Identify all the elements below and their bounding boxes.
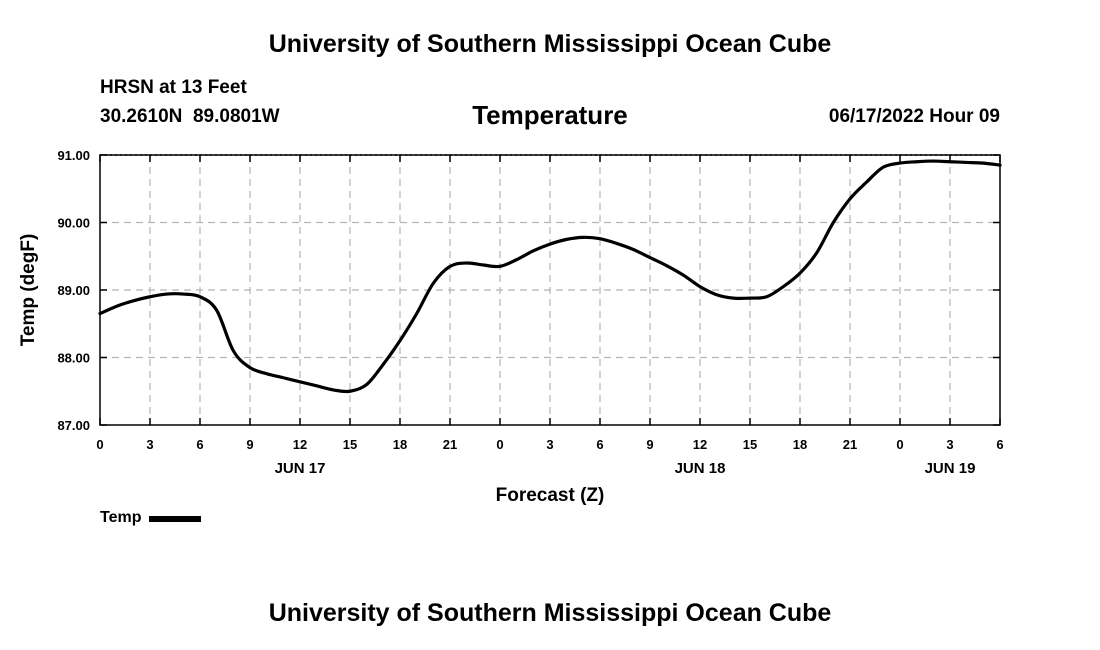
x-tick-label: 0 xyxy=(896,437,903,452)
date-label: JUN 18 xyxy=(675,460,726,477)
grid xyxy=(100,154,1000,425)
chart-title: Temperature xyxy=(472,100,628,130)
footer-title: University of Southern Mississippi Ocean… xyxy=(268,599,832,627)
x-tick-label: 21 xyxy=(443,437,457,452)
x-tick-label: 3 xyxy=(146,437,153,452)
x-tick-label: 3 xyxy=(946,437,953,452)
date-label: JUN 17 xyxy=(275,460,326,477)
x-tick-label: 0 xyxy=(96,437,103,452)
x-tick-label: 0 xyxy=(496,437,503,452)
main-title: University of Southern Mississippi Ocean… xyxy=(268,30,832,58)
forecast-time: 06/17/2022 Hour 09 xyxy=(828,106,1000,127)
x-tick-label: 15 xyxy=(343,437,357,452)
y-tick-label: 88.00 xyxy=(57,351,90,366)
legend-label: Temp xyxy=(100,509,142,526)
y-tick-label: 87.00 xyxy=(57,418,90,433)
y-tick-label: 91.00 xyxy=(57,148,90,163)
x-tick-label: 9 xyxy=(246,437,253,452)
y-axis-title: Temp (degF) xyxy=(18,234,39,347)
station-coordinates: 30.2610N 89.0801W xyxy=(100,106,280,127)
axis-labels: 0 3 6 9 12 15 18 21 0 3 6 9 12 15 18 21 0 3 6 87.00 88.00 89.… xyxy=(57,148,1003,477)
x-tick-label: 3 xyxy=(546,437,553,452)
y-tick-label: 90.00 xyxy=(57,216,90,231)
x-tick-label: 12 xyxy=(293,437,307,452)
x-tick-label: 6 xyxy=(996,437,1003,452)
x-axis-title: Forecast (Z) xyxy=(496,485,605,506)
temp-series-line xyxy=(98,159,1002,394)
axis-ticks xyxy=(99,154,1001,426)
x-tick-label: 9 xyxy=(646,437,653,452)
x-tick-label: 21 xyxy=(843,437,857,452)
station-name: HRSN at 13 Feet xyxy=(100,77,247,98)
x-tick-label: 15 xyxy=(743,437,757,452)
x-tick-label: 6 xyxy=(596,437,603,452)
x-tick-label: 18 xyxy=(793,437,807,452)
x-tick-label: 12 xyxy=(693,437,707,452)
x-tick-label: 18 xyxy=(393,437,407,452)
x-tick-label: 6 xyxy=(196,437,203,452)
legend: Temp xyxy=(100,509,202,527)
legend-swatch xyxy=(149,516,202,522)
y-tick-label: 89.00 xyxy=(57,283,90,298)
date-label: JUN 19 xyxy=(925,460,976,477)
